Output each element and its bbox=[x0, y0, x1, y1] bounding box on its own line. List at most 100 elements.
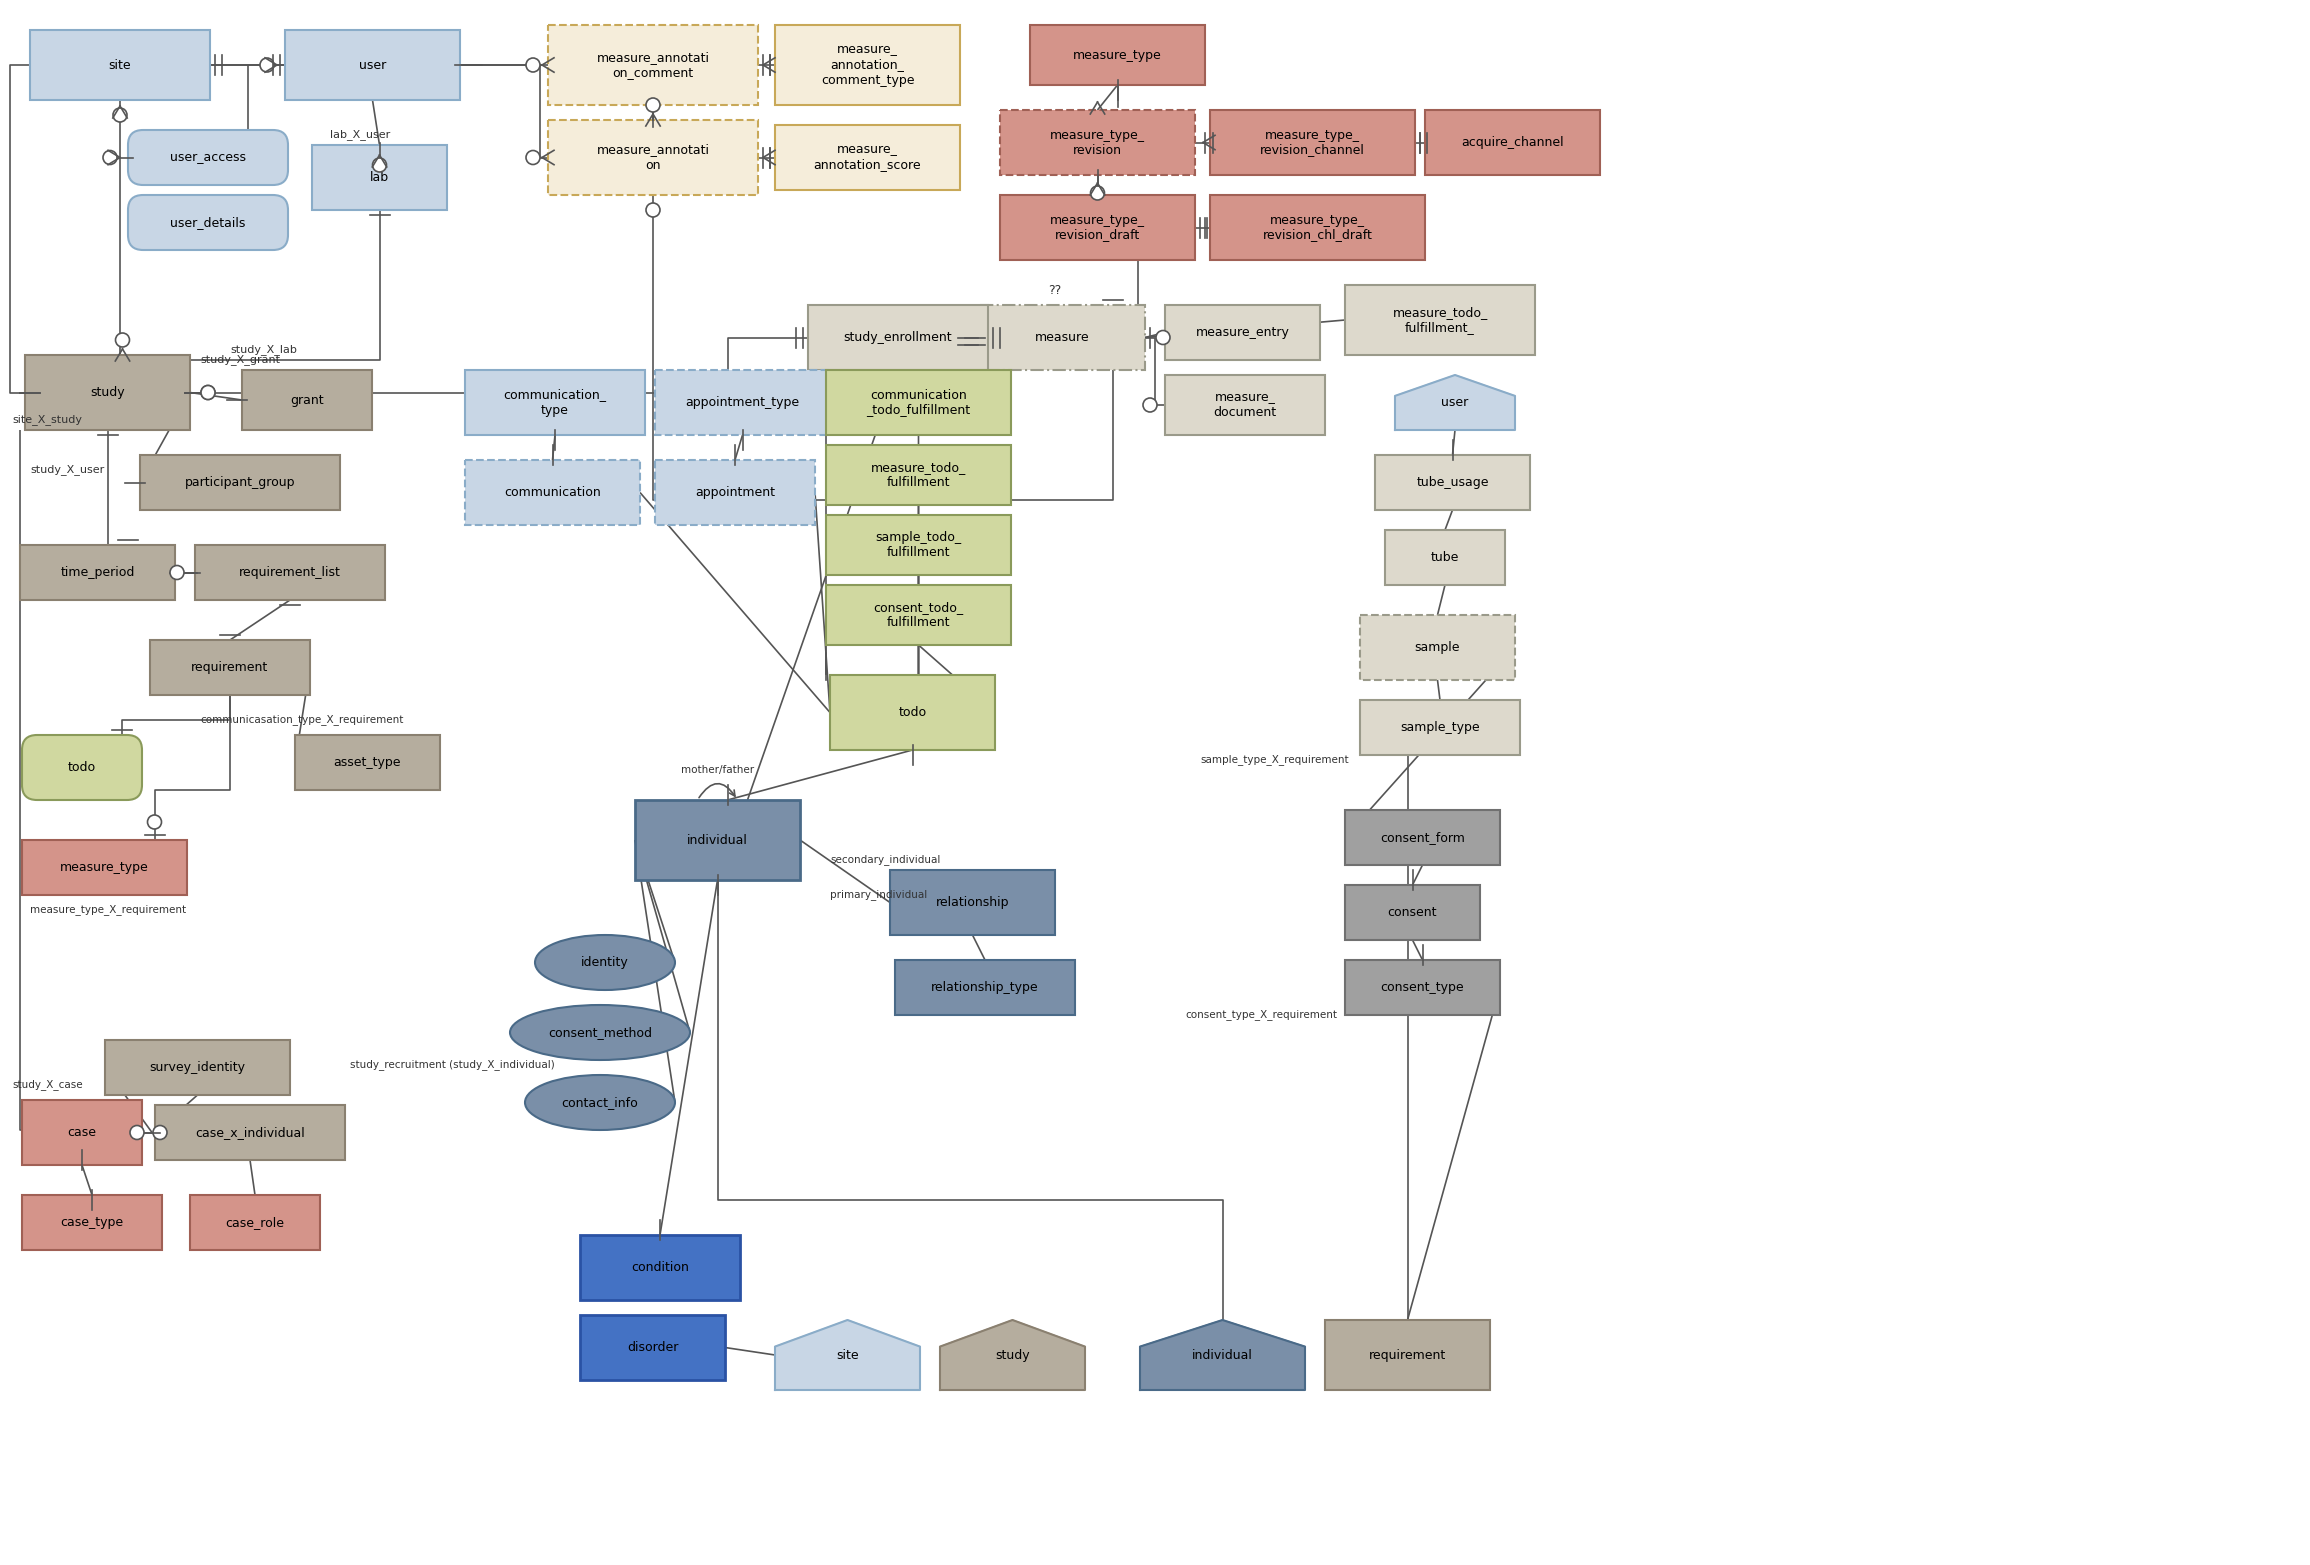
Bar bbox=[464, 460, 640, 524]
Text: measure_type: measure_type bbox=[1074, 49, 1162, 61]
Text: tube: tube bbox=[1430, 551, 1460, 563]
Text: todo: todo bbox=[899, 706, 926, 718]
Text: measure_type_
revision: measure_type_ revision bbox=[1051, 128, 1146, 156]
Bar bbox=[1164, 376, 1326, 435]
Bar bbox=[141, 455, 340, 510]
Text: consent_method: consent_method bbox=[547, 1027, 651, 1039]
Text: tube_usage: tube_usage bbox=[1416, 476, 1488, 488]
Ellipse shape bbox=[536, 934, 675, 991]
Text: consent: consent bbox=[1388, 906, 1437, 919]
Text: communicasation_type_X_requirement: communicasation_type_X_requirement bbox=[201, 715, 404, 726]
Text: todo: todo bbox=[67, 761, 97, 775]
Circle shape bbox=[372, 158, 386, 172]
Text: user_details: user_details bbox=[171, 216, 245, 228]
Circle shape bbox=[148, 815, 162, 829]
Text: appointment: appointment bbox=[695, 487, 774, 499]
Polygon shape bbox=[1141, 1319, 1305, 1390]
Circle shape bbox=[647, 203, 661, 218]
Text: contact_info: contact_info bbox=[561, 1096, 638, 1110]
Text: consent_todo_
fulfillment: consent_todo_ fulfillment bbox=[873, 601, 963, 629]
Bar bbox=[827, 515, 1012, 574]
Bar bbox=[979, 305, 1146, 369]
Circle shape bbox=[201, 385, 215, 399]
Bar bbox=[1210, 110, 1416, 175]
Text: measure_type_
revision_chl_draft: measure_type_ revision_chl_draft bbox=[1264, 213, 1372, 241]
Bar bbox=[1030, 25, 1206, 85]
Text: sample_todo_
fulfillment: sample_todo_ fulfillment bbox=[875, 531, 961, 559]
Bar bbox=[25, 355, 189, 430]
Text: study: study bbox=[90, 387, 125, 399]
Bar bbox=[23, 840, 187, 895]
Bar bbox=[894, 959, 1074, 1016]
FancyBboxPatch shape bbox=[127, 196, 289, 250]
Circle shape bbox=[1155, 330, 1169, 344]
Text: consent_type: consent_type bbox=[1381, 981, 1465, 994]
Text: requirement: requirement bbox=[192, 660, 268, 675]
Text: requirement: requirement bbox=[1370, 1349, 1446, 1362]
Text: case: case bbox=[67, 1125, 97, 1139]
Text: measure_type_X_requirement: measure_type_X_requirement bbox=[30, 905, 187, 916]
Text: communication
_todo_fulfillment: communication _todo_fulfillment bbox=[866, 388, 970, 416]
Bar bbox=[827, 585, 1012, 645]
Circle shape bbox=[527, 58, 541, 72]
Text: appointment_type: appointment_type bbox=[686, 396, 799, 408]
Bar bbox=[1361, 615, 1515, 681]
Bar bbox=[580, 1315, 725, 1380]
Circle shape bbox=[171, 565, 185, 579]
Circle shape bbox=[1143, 398, 1157, 412]
Text: individual: individual bbox=[686, 834, 748, 847]
Text: communication_
type: communication_ type bbox=[504, 388, 608, 416]
Text: acquire_channel: acquire_channel bbox=[1462, 136, 1564, 149]
Circle shape bbox=[1090, 186, 1104, 200]
Text: study_X_lab: study_X_lab bbox=[231, 344, 298, 355]
Circle shape bbox=[647, 99, 661, 113]
Text: study_enrollment: study_enrollment bbox=[843, 332, 952, 344]
Text: lab: lab bbox=[370, 171, 388, 185]
Text: measure_todo_
fulfillment_: measure_todo_ fulfillment_ bbox=[1393, 307, 1488, 333]
Bar bbox=[194, 545, 386, 599]
Text: disorder: disorder bbox=[626, 1341, 679, 1354]
Text: case_x_individual: case_x_individual bbox=[194, 1125, 305, 1139]
Polygon shape bbox=[774, 1319, 919, 1390]
Bar bbox=[23, 1100, 141, 1164]
Bar bbox=[1000, 196, 1194, 260]
Bar bbox=[1326, 1319, 1490, 1390]
Text: user_access: user_access bbox=[171, 150, 245, 164]
Bar bbox=[774, 125, 961, 189]
Text: sample_type_X_requirement: sample_type_X_requirement bbox=[1199, 754, 1349, 765]
Bar bbox=[189, 1196, 321, 1250]
Circle shape bbox=[116, 333, 129, 347]
Text: secondary_individual: secondary_individual bbox=[829, 854, 940, 865]
Text: consent_form: consent_form bbox=[1379, 831, 1465, 844]
Bar bbox=[104, 1041, 291, 1096]
Bar bbox=[827, 444, 1012, 505]
Bar bbox=[23, 1196, 162, 1250]
Bar bbox=[580, 1235, 739, 1301]
Text: measure_type_
revision_draft: measure_type_ revision_draft bbox=[1051, 213, 1146, 241]
Bar bbox=[635, 800, 799, 880]
Bar bbox=[827, 369, 1012, 435]
Bar bbox=[656, 460, 815, 524]
Polygon shape bbox=[940, 1319, 1086, 1390]
Text: measure_
annotation_score: measure_ annotation_score bbox=[813, 144, 922, 172]
Circle shape bbox=[129, 1125, 143, 1139]
Text: measure_entry: measure_entry bbox=[1197, 326, 1289, 340]
Bar bbox=[774, 25, 961, 105]
Text: site_X_study: site_X_study bbox=[12, 415, 81, 426]
Text: participant_group: participant_group bbox=[185, 476, 296, 488]
Circle shape bbox=[152, 1125, 166, 1139]
Bar bbox=[1000, 110, 1194, 175]
Bar bbox=[1344, 811, 1499, 865]
Bar bbox=[1425, 110, 1601, 175]
Text: mother/father: mother/father bbox=[681, 765, 753, 775]
Bar bbox=[1361, 700, 1520, 754]
Bar bbox=[1344, 884, 1481, 941]
Bar bbox=[1374, 455, 1529, 510]
Bar bbox=[284, 30, 460, 100]
Text: survey_identity: survey_identity bbox=[150, 1061, 245, 1074]
Text: communication: communication bbox=[504, 487, 601, 499]
Text: condition: condition bbox=[631, 1261, 688, 1274]
Circle shape bbox=[104, 150, 118, 164]
Circle shape bbox=[113, 108, 127, 122]
Ellipse shape bbox=[524, 1075, 675, 1130]
